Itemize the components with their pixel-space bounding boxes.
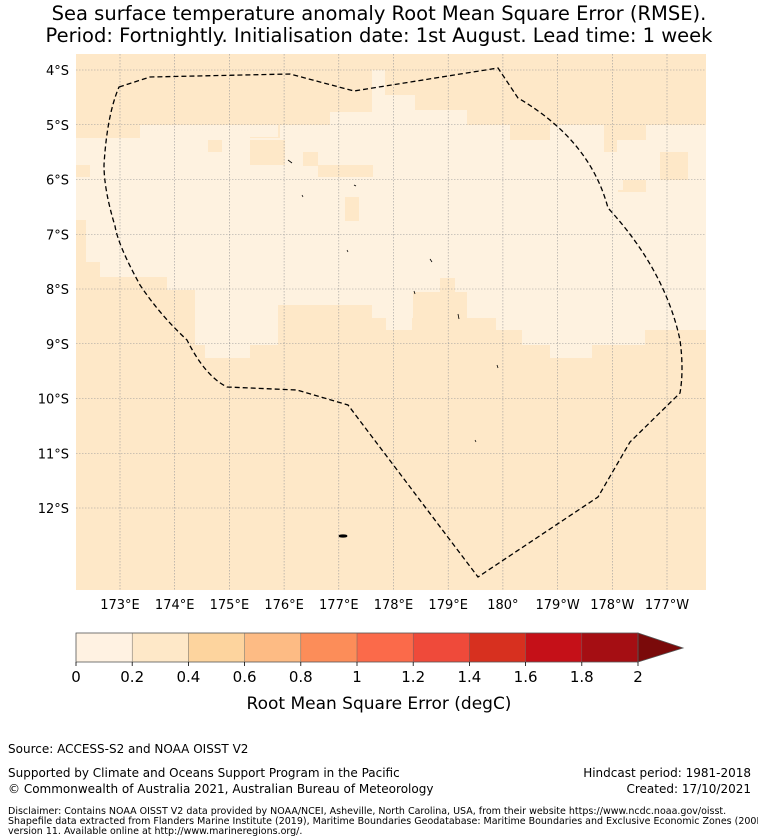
rmse-field-cell — [345, 197, 359, 221]
island — [496, 364, 499, 369]
eez-boundary — [103, 67, 683, 578]
longitude-label: 178°W — [590, 598, 634, 613]
longitude-label: 173°E — [100, 598, 140, 613]
island — [301, 194, 304, 198]
colorbar-tick-label: 0.4 — [176, 668, 200, 686]
colorbar-bin — [300, 633, 358, 662]
colorbar-bin — [413, 633, 470, 662]
longitude-label: 179°E — [428, 598, 468, 613]
island — [457, 313, 460, 320]
colorbar-tick-label: 1.2 — [401, 668, 425, 686]
colorbar-extend-arrow — [637, 632, 685, 663]
rmse-field-cell — [318, 165, 373, 177]
colorbar-bin — [525, 633, 583, 662]
created-date-text: Created: 17/10/2021 — [626, 782, 751, 796]
colorbar-tick-label: 0.2 — [120, 668, 144, 686]
islands — [287, 159, 499, 538]
colorbar-tick-label: 2 — [633, 668, 643, 686]
latitude-labels: 4°S 5°S 6°S 7°S 8°S 9°S 10°S 11°S 12°S — [38, 64, 69, 517]
rmse-field-layer — [76, 70, 706, 358]
latitude-label: 7°S — [46, 228, 69, 243]
colorbar: 0 0.2 0.4 0.6 0.8 1 1.2 1.4 1.6 1.8 2 Root Mean Sq… — [71, 632, 685, 714]
latitude-label: 4°S — [46, 64, 69, 79]
chart-title-line-2: Period: Fortnightly. Initialisation date… — [45, 24, 713, 47]
colorbar-tick-label: 1.6 — [514, 668, 538, 686]
colorbar-bin — [469, 633, 526, 662]
colorbar-tick-label: 0.6 — [233, 668, 257, 686]
graticule — [76, 54, 706, 590]
rmse-field-cell — [386, 318, 412, 330]
map-panel — [76, 54, 706, 590]
latitude-label: 8°S — [46, 283, 69, 298]
disclaimer-line-2: Shapefile data extracted from Flanders M… — [8, 816, 758, 827]
hindcast-period-text: Hindcast period: 1981-2018 — [583, 766, 751, 780]
rmse-field-region — [100, 180, 167, 210]
colorbar-tick-label: 0.8 — [289, 668, 313, 686]
rmse-field-cell — [208, 140, 222, 152]
longitude-label: 179°W — [536, 598, 580, 613]
disclaimer-line-1: Disclaimer: Contains NOAA OISST V2 data … — [8, 806, 727, 817]
longitude-label: 177°W — [645, 598, 689, 613]
rmse-field-cell — [76, 250, 86, 264]
rmse-field-cell — [615, 180, 623, 190]
island — [346, 249, 349, 253]
longitude-label: 180° — [487, 598, 518, 613]
supported-text: Supported by Climate and Oceans Support … — [8, 766, 400, 780]
island — [287, 159, 293, 164]
island — [413, 290, 416, 295]
colorbar-bin — [132, 633, 189, 662]
copyright-text: © Commonwealth of Australia 2021, Austra… — [8, 782, 434, 796]
rmse-field-cell — [303, 152, 318, 166]
source-text: Source: ACCESS-S2 and NOAA OISST V2 — [8, 742, 249, 756]
latitude-label: 9°S — [46, 338, 69, 353]
disclaimer-line-3: version 11. Available online at http://w… — [8, 826, 303, 837]
rmse-field-cell — [660, 152, 688, 180]
longitude-label: 178°E — [374, 598, 414, 613]
colorbar-bin — [581, 633, 639, 662]
colorbar-bin — [244, 633, 302, 662]
rmse-field-cell — [76, 165, 90, 177]
rmse-field-region — [76, 70, 706, 358]
rmse-field-cell — [250, 125, 278, 137]
longitude-label: 177°E — [319, 598, 359, 613]
colorbar-tick-label: 1.4 — [457, 668, 481, 686]
chart-title-line-1: Sea surface temperature anomaly Root Mea… — [51, 2, 707, 25]
rmse-field-cell — [618, 180, 646, 192]
colorbar-bins — [76, 633, 639, 662]
longitude-label: 176°E — [264, 598, 304, 613]
latitude-label: 6°S — [46, 174, 69, 189]
latitude-label: 12°S — [38, 502, 69, 517]
island — [474, 439, 477, 443]
colorbar-bin — [357, 633, 414, 662]
longitude-label: 174°E — [155, 598, 195, 613]
island — [338, 534, 348, 538]
colorbar-bin — [188, 633, 245, 662]
colorbar-tick-label: 1.8 — [570, 668, 594, 686]
rmse-field-cell — [76, 220, 86, 250]
rmse-field-cell — [250, 140, 285, 165]
colorbar-label: Root Mean Square Error (degC) — [247, 694, 512, 714]
colorbar-tick-label: 1 — [352, 668, 362, 686]
longitude-labels: 173°E 174°E 175°E 176°E 177°E 178°E 179°E 180° 1… — [100, 598, 689, 613]
island — [429, 258, 433, 263]
island — [353, 184, 357, 187]
longitude-label: 175°E — [210, 598, 250, 613]
colorbar-bin — [76, 633, 133, 662]
rmse-field-cell — [550, 345, 592, 357]
latitude-label: 11°S — [38, 447, 69, 462]
colorbar-ticks: 0 0.2 0.4 0.6 0.8 1 1.2 1.4 1.6 1.8 2 — [71, 633, 643, 686]
latitude-label: 10°S — [38, 393, 69, 408]
latitude-label: 5°S — [46, 119, 69, 134]
colorbar-tick-label: 0 — [71, 668, 81, 686]
